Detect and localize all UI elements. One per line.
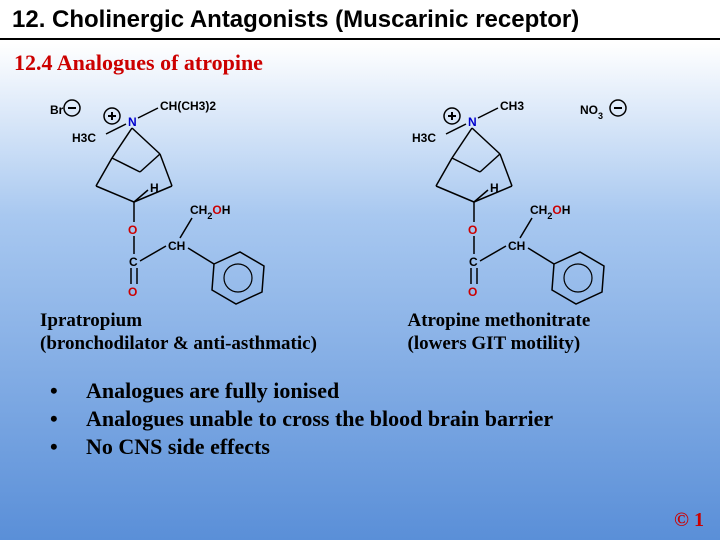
- title-bar: 12. Cholinergic Antagonists (Muscarinic …: [0, 0, 720, 40]
- bullet-marker: •: [50, 378, 86, 404]
- structure-atropine-methonitrate: N CH3 H3C NO3 H: [380, 86, 680, 306]
- label-h3c: H3C: [72, 131, 96, 145]
- bullet-text: Analogues are fully ionised: [86, 378, 339, 404]
- caption-right-desc: (lowers GIT motility): [408, 333, 691, 356]
- phenyl-ring: [212, 252, 264, 304]
- label-n-r: N: [468, 115, 477, 129]
- label-o-ester-r: O: [468, 223, 477, 237]
- subtitle: 12.4 Analogues of atropine: [0, 40, 720, 80]
- label-o-carbonyl: O: [128, 285, 137, 299]
- bullet-list: • Analogues are fully ionised • Analogue…: [0, 356, 720, 460]
- label-h-r: H: [490, 181, 499, 195]
- label-no3: NO3: [580, 103, 603, 121]
- label-c: C: [129, 255, 138, 269]
- label-br: Br: [50, 103, 64, 117]
- label-chch3: CH(CH3)2: [160, 99, 216, 113]
- structure-ipratropium: Br N CH(CH3)2 H3C H: [40, 86, 340, 306]
- label-ch2oh-r: CH2OH: [530, 203, 570, 221]
- page-title: 12. Cholinergic Antagonists (Muscarinic …: [12, 6, 708, 34]
- label-o-ester: O: [128, 223, 137, 237]
- label-h3c-r: H3C: [412, 131, 436, 145]
- bullet-marker: •: [50, 406, 86, 432]
- label-ch2oh: CH2OH: [190, 203, 230, 221]
- bullet-text: Analogues unable to cross the blood brai…: [86, 406, 553, 432]
- captions-row: Ipratropium (bronchodilator & anti-asthm…: [0, 310, 720, 356]
- label-c-r: C: [469, 255, 478, 269]
- bullet-item: • No CNS side effects: [50, 434, 700, 460]
- structures-row: Br N CH(CH3)2 H3C H: [0, 80, 720, 310]
- caption-left-desc: (bronchodilator & anti-asthmatic): [40, 333, 398, 356]
- bullet-item: • Analogues unable to cross the blood br…: [50, 406, 700, 432]
- caption-left: Ipratropium (bronchodilator & anti-asthm…: [40, 310, 398, 356]
- footer-page-number: © 1: [674, 509, 704, 532]
- label-o-carbonyl-r: O: [468, 285, 477, 299]
- label-ch-r: CH: [508, 239, 525, 253]
- label-h: H: [150, 181, 159, 195]
- label-ch3-r: CH3: [500, 99, 524, 113]
- label-n: N: [128, 115, 137, 129]
- phenyl-ring-r: [552, 252, 604, 304]
- caption-right: Atropine methonitrate (lowers GIT motili…: [398, 310, 691, 356]
- caption-right-name: Atropine methonitrate: [408, 310, 691, 333]
- bullet-item: • Analogues are fully ionised: [50, 378, 700, 404]
- bullet-marker: •: [50, 434, 86, 460]
- label-ch: CH: [168, 239, 185, 253]
- caption-left-name: Ipratropium: [40, 310, 398, 333]
- bullet-text: No CNS side effects: [86, 434, 270, 460]
